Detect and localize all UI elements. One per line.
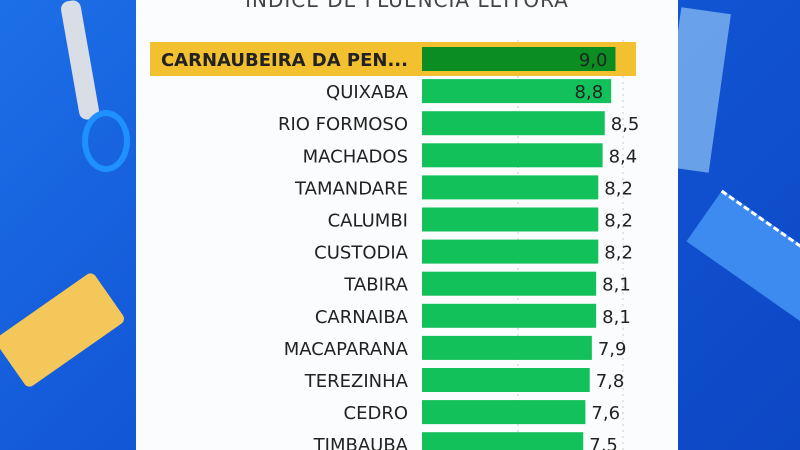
- category-label: CEDRO: [344, 403, 408, 424]
- bar: [422, 79, 612, 104]
- category-label: TABIRA: [343, 275, 408, 296]
- bar: [422, 400, 586, 425]
- bar: [422, 111, 605, 136]
- bar: [422, 207, 599, 232]
- category-label: CARNAUBEIRA DA PEN...: [161, 50, 408, 71]
- bar: [422, 303, 597, 328]
- bar: [422, 271, 597, 296]
- bar: [422, 335, 592, 360]
- bar: [422, 47, 616, 71]
- value-label: 8,2: [604, 243, 633, 264]
- value-label: 7,6: [591, 403, 620, 424]
- value-label: 8,8: [575, 82, 604, 103]
- category-label: TAMANDARE: [294, 178, 408, 199]
- bar: [422, 143, 603, 168]
- value-label: 8,5: [611, 114, 640, 135]
- value-label: 8,2: [604, 211, 633, 232]
- bar: [422, 239, 599, 264]
- value-label: 8,2: [604, 178, 633, 199]
- bar: [422, 432, 584, 450]
- category-label: CARNAIBA: [315, 307, 409, 328]
- bar: [422, 175, 599, 200]
- value-label: 8,1: [602, 275, 631, 296]
- category-label: QUIXABA: [326, 82, 409, 103]
- category-label: CUSTODIA: [314, 243, 409, 264]
- scissors-handle-decoration: [82, 110, 130, 172]
- category-label: MACHADOS: [303, 146, 408, 167]
- value-label: 7,8: [596, 371, 625, 392]
- category-label: RIO FORMOSO: [278, 114, 408, 135]
- chart-title: INDICE DE FLUENCIA LEITORA: [245, 0, 569, 12]
- category-label: TEREZINHA: [304, 371, 409, 392]
- category-label: TIMBAUBA: [313, 435, 409, 450]
- value-label: 9,0: [579, 50, 608, 71]
- value-label: 8,1: [602, 307, 631, 328]
- value-label: 8,4: [609, 146, 638, 167]
- value-label: 7,5: [589, 435, 618, 450]
- category-label: MACAPARANA: [284, 339, 409, 360]
- bar: [422, 368, 590, 392]
- category-label: CALUMBI: [328, 211, 408, 232]
- value-label: 7,9: [598, 339, 627, 360]
